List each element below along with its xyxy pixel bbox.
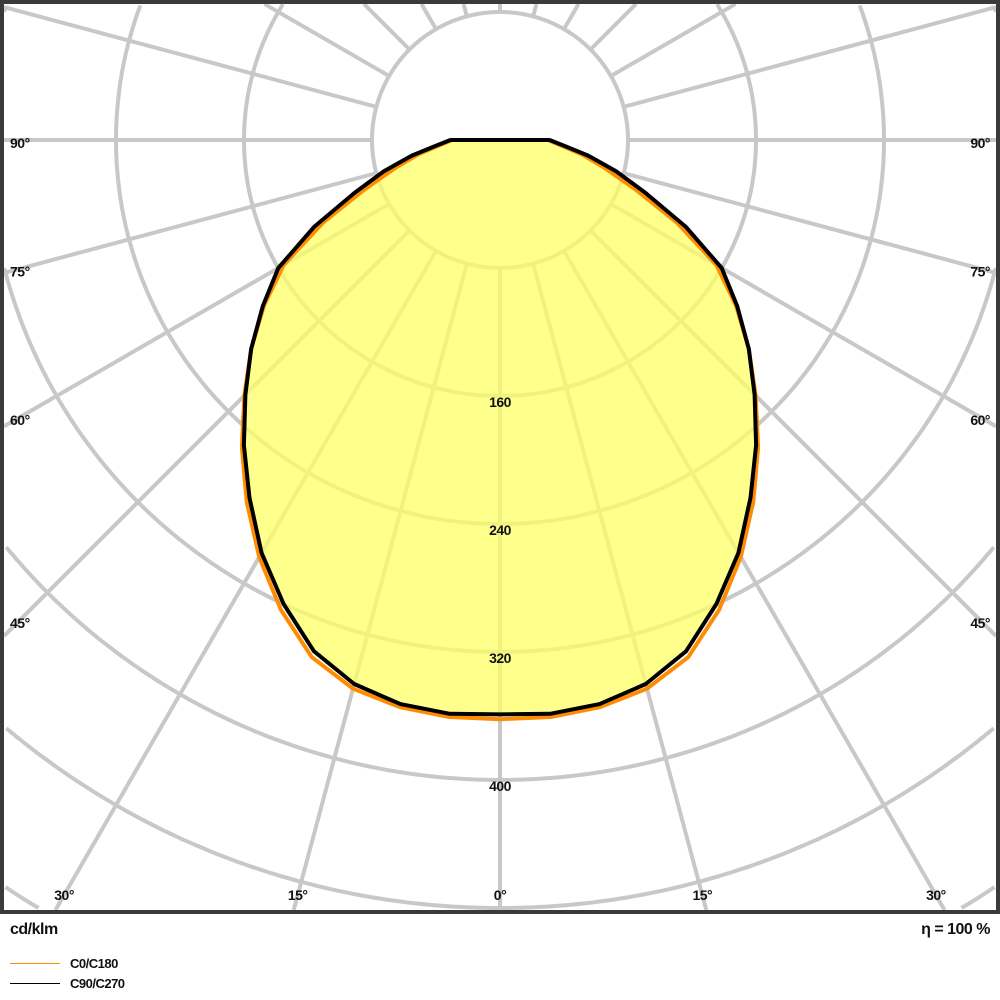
- axis-labels: 160 240 320 400 90° 90° 75° 75° 60° 60° 45° 45° 30° 1…: [10, 135, 991, 903]
- grid-spoke: [461, 4, 469, 17]
- grid-spoke: [562, 4, 581, 31]
- grid-ring: [4, 885, 40, 910]
- intensity-fill: [243, 140, 757, 715]
- series-c90-c270: [241, 138, 759, 717]
- legend-label-c0: C0/C180: [70, 956, 118, 971]
- grid-spoke: [609, 4, 737, 78]
- grid-spoke: [4, 171, 377, 275]
- grid-spoke: [623, 5, 996, 109]
- angle-label-right: 45°: [970, 615, 990, 631]
- grid-spoke: [623, 171, 996, 275]
- angle-label-left: 75°: [10, 264, 30, 280]
- grid-spoke: [531, 4, 539, 17]
- grid-spoke: [362, 4, 411, 51]
- legend-line-c0: [10, 963, 60, 964]
- angle-label-bottom: 30°: [926, 887, 946, 903]
- grid-ring: [960, 885, 996, 910]
- angle-label-left: 45°: [10, 615, 30, 631]
- angle-label-right: 90°: [970, 135, 990, 151]
- unit-label: cd/klm: [10, 921, 58, 938]
- angle-label-bottom: 0°: [494, 887, 506, 903]
- grid-spoke: [4, 5, 377, 109]
- efficiency-label: η = 100 %: [921, 921, 990, 938]
- angle-label-bottom: 15°: [692, 887, 712, 903]
- radial-tick-label: 240: [489, 522, 512, 538]
- legend-label-c90: C90/C270: [70, 976, 125, 991]
- angle-label-bottom: 15°: [288, 887, 308, 903]
- angle-label-left: 60°: [10, 412, 30, 428]
- chart-frame: [0, 0, 1000, 914]
- legend-line-c90: [10, 983, 60, 984]
- angle-label-right: 60°: [970, 412, 990, 428]
- radial-tick-label: 400: [489, 778, 512, 794]
- radial-tick-label: 160: [489, 394, 512, 410]
- curves: [239, 138, 761, 722]
- grid-spoke: [589, 4, 638, 51]
- series-c0-c180: [239, 138, 761, 722]
- angle-label-left: 90°: [10, 135, 30, 151]
- angle-label-right: 75°: [970, 264, 990, 280]
- radial-tick-label: 320: [489, 650, 512, 666]
- grid-spoke: [419, 4, 438, 31]
- grid-spoke: [263, 4, 391, 78]
- angle-label-bottom: 30°: [54, 887, 74, 903]
